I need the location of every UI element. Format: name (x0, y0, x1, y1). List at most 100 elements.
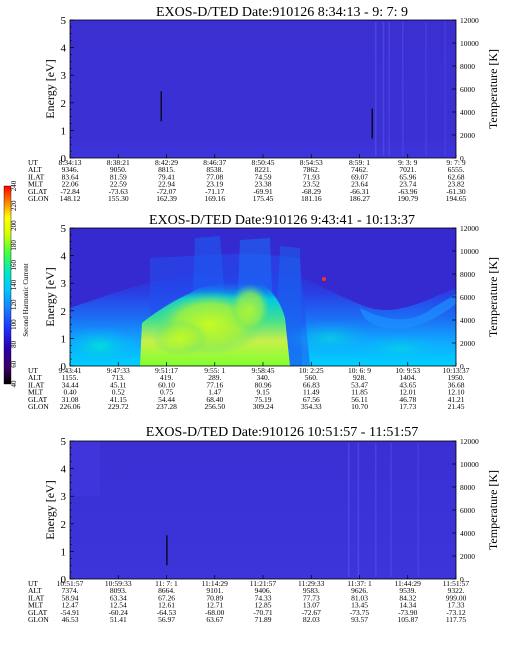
orbit-cell: 9:43:41 (59, 366, 82, 375)
orbit-cell: 560. (305, 373, 318, 382)
colorbar-title: Second Harmonic Current (22, 263, 30, 337)
orbit-cell: 71.93 (303, 172, 320, 181)
orbit-cell: -61.30 (446, 187, 466, 196)
faint-column (357, 443, 360, 577)
orbit-cell: -60.24 (109, 608, 129, 617)
orbit-cell: 155.30 (108, 194, 129, 203)
y2-tick-label: 6000 (460, 85, 475, 94)
orbit-row-label: UT (28, 366, 38, 375)
orbit-cell: 12.47 (62, 601, 79, 610)
orbit-cell: 23.82 (448, 180, 465, 189)
panel-1-y2label: Temperature [K] (486, 49, 500, 129)
colorbar-tick-label: 240 (10, 180, 18, 191)
orbit-row-label: ILAT (28, 172, 45, 181)
orbit-row-label: ALT (28, 586, 42, 595)
orbit-cell: -72.84 (60, 187, 80, 196)
orbit-cell: 11: 7: 1 (155, 579, 178, 588)
orbit-cell: 22.59 (110, 180, 127, 189)
orbit-cell: 713. (112, 373, 125, 382)
orbit-cell: 175.45 (253, 194, 274, 203)
y2-tick-label: 6000 (460, 506, 475, 515)
orbit-cell: 928. (353, 373, 366, 382)
orbit-row-label: MLT (28, 180, 44, 189)
orbit-row-label: ILAT (28, 380, 45, 389)
y2-tick-label: 10000 (460, 247, 479, 256)
orbit-cell: 41.15 (110, 395, 127, 404)
orbit-cell: 45.11 (110, 380, 127, 389)
orbit-cell: 56.97 (158, 615, 175, 624)
orbit-cell: 9626. (351, 586, 368, 595)
panel-3: EXOS-D/TED Date:910126 10:51:57 - 11:51:… (28, 425, 500, 624)
orbit-row-label: ALT (28, 373, 42, 382)
orbit-cell: 68.40 (206, 395, 223, 404)
y2-tick-label: 4000 (460, 529, 475, 538)
orbit-cell: -73.75 (350, 608, 370, 617)
orbit-cell: 9583. (303, 586, 320, 595)
orbit-cell: 69.07 (351, 172, 368, 181)
orbit-cell: 8:59: 1 (349, 158, 370, 167)
panel-3-y-ticks: 0 1 2 3 4 5 (61, 436, 74, 586)
orbit-cell: 9406. (255, 586, 272, 595)
orbit-cell: 65.96 (399, 172, 416, 181)
orbit-row-label: MLT (28, 388, 44, 397)
orbit-cell: 9346. (62, 165, 79, 174)
orbit-cell: 6555. (448, 165, 465, 174)
y2-tick-label: 12000 (460, 224, 479, 233)
orbit-cell: 34.44 (62, 380, 79, 389)
orbit-cell: 8:42:29 (155, 158, 178, 167)
orbit-cell: 8815. (158, 165, 175, 174)
y-tick-label: 5 (61, 436, 67, 448)
orbit-cell: 9:58:45 (252, 366, 275, 375)
panel-3-orbit-table: UTALTILATMLTGLATGLON10:51:577374.58.9412… (28, 575, 469, 624)
orbit-cell: 0.75 (160, 388, 173, 397)
orbit-cell: 23.74 (399, 180, 416, 189)
faint-column (382, 22, 385, 156)
orbit-cell: 11:37: 1 (347, 579, 372, 588)
orbit-cell: 194.65 (446, 194, 467, 203)
orbit-cell: 237.28 (156, 402, 177, 411)
orbit-cell: 1155. (62, 373, 79, 382)
orbit-cell: 105.87 (397, 615, 418, 624)
orbit-cell: 36.68 (448, 380, 465, 389)
orbit-cell: 7462. (351, 165, 368, 174)
orbit-cell: 75.19 (255, 395, 272, 404)
panel-2-ylabel: Energy [eV] (43, 267, 57, 326)
colorbar-tick-label: 160 (10, 259, 18, 270)
orbit-cell: 77.08 (206, 172, 223, 181)
orbit-cell: 8:34:13 (59, 158, 82, 167)
panel-2-spectrogram (70, 228, 456, 366)
faint-column (347, 443, 350, 577)
y2-tick-label: 2000 (460, 339, 475, 348)
orbit-row-label: UT (28, 158, 38, 167)
orbit-cell: -72.07 (157, 187, 177, 196)
orbit-cell: 66.83 (303, 380, 320, 389)
panel-2-y2-ticks: 0 2000 4000 6000 8000 10000 12000 (452, 224, 479, 371)
orbit-cell: 22.06 (62, 180, 79, 189)
orbit-cell: 190.79 (397, 194, 418, 203)
orbit-cell: 8:54:53 (300, 158, 323, 167)
orbit-cell: -66.31 (350, 187, 370, 196)
orbit-cell: 74.59 (255, 172, 272, 181)
orbit-cell: 12.10 (448, 388, 465, 397)
orbit-cell: 74.33 (255, 593, 272, 602)
orbit-cell: 226.06 (60, 402, 81, 411)
y2-tick-label: 0 (460, 154, 464, 163)
orbit-cell: 9539. (399, 586, 416, 595)
orbit-cell: 79.41 (158, 172, 175, 181)
y-tick-label: 3 (61, 278, 67, 290)
y-tick-label: 3 (61, 491, 67, 503)
orbit-row-label: GLAT (28, 187, 48, 196)
orbit-cell: 84.32 (399, 593, 416, 602)
orbit-cell: 8538. (206, 165, 223, 174)
y-tick-label: 0 (61, 574, 67, 586)
panel-2-title: EXOS-D/TED Date:910126 9:43:41 - 10:13:3… (149, 213, 415, 228)
y-tick-label: 2 (61, 98, 67, 110)
faint-column (374, 443, 377, 577)
orbit-cell: 9.15 (256, 388, 269, 397)
orbit-cell: 43.65 (399, 380, 416, 389)
colorbar-tick-label: 100 (10, 319, 18, 330)
orbit-row-label: GLON (28, 615, 49, 624)
orbit-cell: 11.85 (351, 388, 368, 397)
y2-tick-label: 8000 (460, 270, 475, 279)
orbit-cell: -73.90 (398, 608, 418, 617)
